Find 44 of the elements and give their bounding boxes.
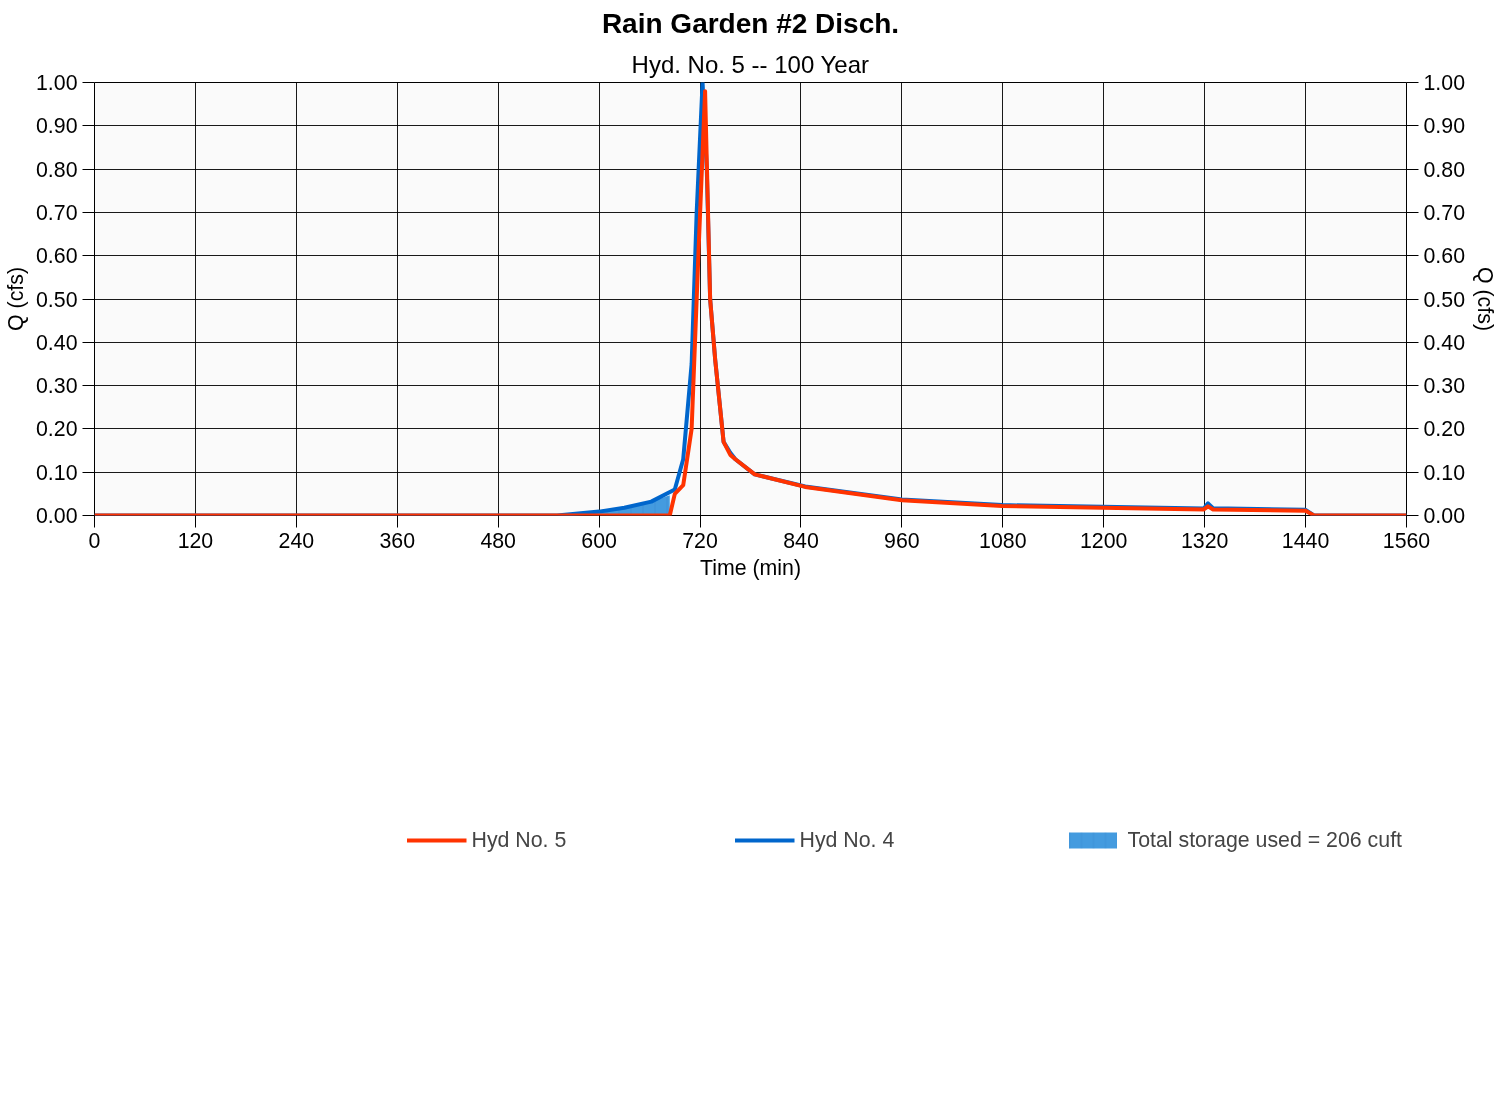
legend-label: Hyd No. 5: [471, 827, 568, 853]
y2-tick-label: 0.10: [1423, 460, 1466, 485]
y-tick-label: 1.00: [35, 71, 78, 95]
y-tick-label: 0.90: [35, 114, 78, 139]
legend-label: Hyd No. 4: [799, 827, 896, 853]
x-tick-label: 960: [884, 528, 920, 553]
y-tick-label: 0.40: [35, 330, 78, 355]
x-tick-label: 1080: [979, 528, 1027, 553]
x-tick-label: 720: [682, 528, 718, 553]
y2-tick-label: 0.90: [1423, 114, 1466, 139]
legend-label: Total storage used = 206 cuft: [1127, 827, 1402, 853]
x-axis-title: Time (min): [699, 555, 802, 580]
x-tick-label: 1200: [1080, 528, 1128, 553]
y-tick-label: 0.50: [35, 287, 78, 312]
y2-tick-label: 1.00: [1423, 71, 1466, 95]
y2-tick-label: 0.00: [1423, 504, 1466, 528]
y2-tick-label: 0.40: [1423, 330, 1466, 355]
y-tick-label: 0.10: [35, 460, 78, 485]
x-tick-label: 1560: [1382, 528, 1431, 553]
y-axis-title: Q (cfs): [3, 267, 28, 331]
x-tick-label: 0: [88, 528, 101, 553]
x-tick-label: 480: [480, 528, 517, 553]
x-tick-label: 840: [783, 528, 819, 553]
y2-tick-label: 0.20: [1423, 417, 1466, 442]
y2-axis-title: Q (cfs): [1473, 267, 1498, 331]
x-tick-label: 600: [581, 528, 618, 553]
chart-title: Rain Garden #2 Disch.: [601, 7, 900, 39]
y-tick-label: 0.30: [35, 374, 78, 399]
y2-tick-label: 0.30: [1423, 374, 1466, 399]
y2-tick-label: 0.50: [1423, 287, 1466, 312]
chart-subtitle: Hyd. No. 5 -- 100 Year: [631, 50, 870, 78]
y-tick-label: 0.60: [35, 244, 78, 269]
x-tick-label: 1440: [1281, 528, 1330, 553]
y-tick-label: 0.00: [35, 504, 78, 528]
y-tick-label: 0.20: [35, 417, 78, 442]
y-tick-label: 0.70: [35, 200, 78, 225]
x-tick-label: 120: [177, 528, 214, 553]
y2-tick-label: 0.60: [1423, 244, 1466, 269]
x-tick-label: 240: [278, 528, 315, 553]
y2-tick-label: 0.70: [1423, 200, 1466, 225]
y-tick-label: 0.80: [35, 157, 78, 182]
y2-tick-label: 0.80: [1423, 157, 1466, 182]
x-tick-label: 360: [379, 528, 416, 553]
x-tick-label: 1320: [1180, 528, 1229, 553]
